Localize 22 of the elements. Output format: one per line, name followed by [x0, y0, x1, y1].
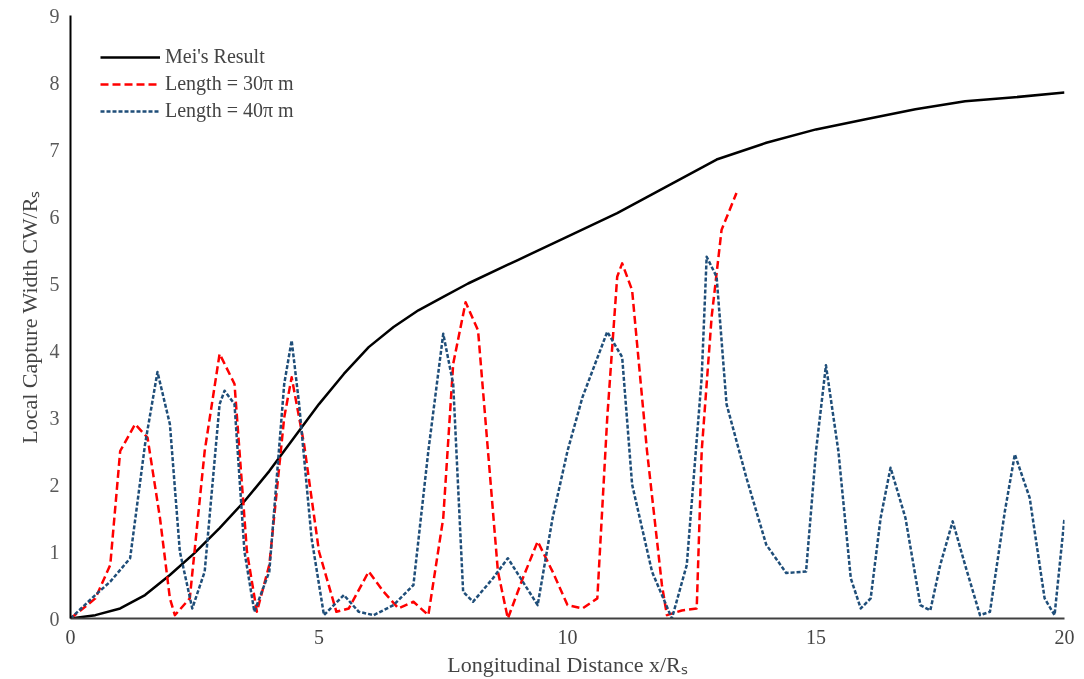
x-tick-label: 10: [557, 625, 578, 648]
line-series: [70, 255, 1065, 619]
y-tick-label: 2: [49, 473, 60, 496]
legend-label: Length = 30π m: [165, 72, 294, 95]
x-axis-title: Longitudinal Distance x/Rₛ: [447, 651, 688, 677]
y-tick-label: 4: [49, 339, 60, 362]
line-series: [70, 191, 738, 619]
y-tick-label: 7: [49, 138, 60, 161]
x-tick-label: 20: [1054, 625, 1075, 648]
y-tick-label: 8: [49, 71, 60, 94]
y-tick-label: 6: [49, 205, 60, 228]
y-axis-title: Local Capture Width CW/Rₛ: [16, 190, 42, 444]
x-tick-label: 0: [65, 625, 76, 648]
legend-label: Mei's Result: [165, 45, 265, 68]
y-tick-label: 9: [49, 4, 60, 27]
y-tick-label: 5: [49, 272, 60, 295]
legend-label: Length = 40π m: [165, 99, 294, 122]
y-tick-label: 1: [49, 540, 60, 563]
x-tick-label: 15: [806, 625, 826, 648]
y-tick-label: 3: [49, 406, 60, 429]
y-tick-label: 0: [49, 607, 60, 630]
x-tick-label: 5: [314, 625, 324, 648]
